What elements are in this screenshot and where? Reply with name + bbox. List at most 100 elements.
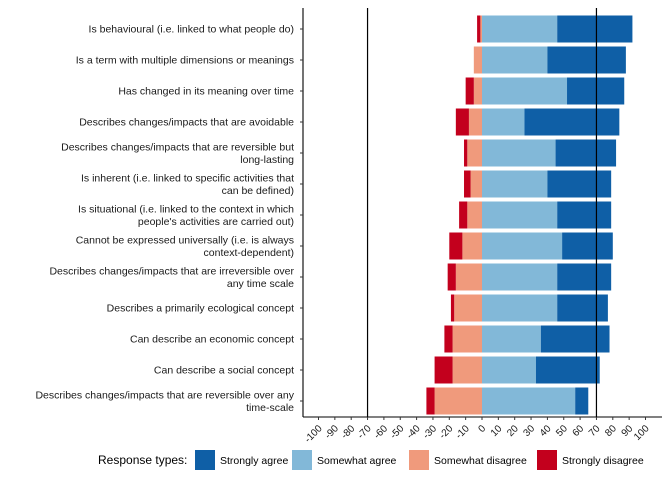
x-tick-label: -30 — [421, 423, 439, 441]
x-tick-label: 100 — [632, 423, 652, 443]
category-label: long-lasting — [240, 154, 294, 166]
x-tick-label: 60 — [571, 423, 587, 439]
category-label: people's activities are carried out) — [138, 216, 294, 228]
bar-strongly-disagree — [449, 232, 463, 260]
bar-somewhat-disagree — [473, 77, 482, 105]
x-tick-label: 70 — [587, 423, 603, 439]
bars-layer — [426, 15, 633, 415]
bar-strongly-disagree — [444, 325, 453, 353]
bar-strongly-agree — [555, 139, 617, 167]
bar-somewhat-disagree — [467, 201, 482, 229]
category-label: Can describe an economic concept — [130, 334, 294, 346]
bar-somewhat-agree — [482, 294, 558, 322]
bar-somewhat-agree — [482, 139, 556, 167]
bar-somewhat-agree — [482, 325, 541, 353]
bar-somewhat-disagree — [462, 232, 482, 260]
bar-somewhat-agree — [482, 387, 576, 415]
category-label: Describes a primarily ecological concept — [107, 303, 294, 315]
x-tick-label: -40 — [405, 423, 423, 441]
x-tick-label: 80 — [603, 423, 619, 439]
bar-somewhat-agree — [482, 356, 536, 384]
bar-somewhat-disagree — [470, 170, 482, 198]
bar-strongly-agree — [557, 263, 612, 291]
x-tick-label: 20 — [505, 423, 521, 439]
category-label: Is a term with multiple dimensions or me… — [76, 55, 294, 67]
x-tick-label: -100 — [303, 423, 325, 445]
bar-strongly-agree — [547, 170, 612, 198]
bar-strongly-disagree — [450, 294, 455, 322]
x-tick-label: -80 — [339, 423, 357, 441]
category-label: Has changed in its meaning over time — [118, 86, 294, 98]
x-tick-label: 10 — [489, 423, 505, 439]
legend-title: Response types: — [98, 453, 187, 467]
legend-swatch-strongly-disagree — [537, 450, 557, 470]
bar-strongly-agree — [540, 325, 610, 353]
bar-somewhat-disagree — [467, 139, 482, 167]
x-tick-label: -70 — [356, 423, 374, 441]
x-tick-label: -50 — [388, 423, 406, 441]
x-tick-label: -20 — [437, 423, 455, 441]
bar-strongly-disagree — [455, 108, 469, 136]
bar-strongly-disagree — [447, 263, 456, 291]
legend-swatch-strongly-agree — [195, 450, 215, 470]
x-tick-label: 40 — [538, 423, 554, 439]
x-tick-label: 50 — [554, 423, 570, 439]
category-label: Is behavioural (i.e. linked to what peop… — [89, 24, 294, 36]
bar-somewhat-disagree — [452, 325, 482, 353]
bar-strongly-disagree — [477, 15, 481, 43]
bar-somewhat-disagree — [454, 294, 482, 322]
category-label: Describes changes/impacts that are rever… — [61, 141, 294, 153]
category-label: can be defined) — [222, 185, 294, 197]
category-label: Describes changes/impacts that are avoid… — [79, 117, 294, 129]
bar-strongly-disagree — [465, 77, 474, 105]
category-label: Is situational (i.e. linked to the conte… — [78, 203, 294, 215]
bar-somewhat-disagree — [468, 108, 482, 136]
category-label: Cannot be expressed universally (i.e. is… — [76, 234, 294, 246]
bar-somewhat-agree — [482, 201, 558, 229]
bar-somewhat-agree — [482, 263, 558, 291]
legend: Response types: Strongly agree Somewhat a… — [98, 450, 644, 470]
bar-somewhat-agree — [482, 170, 548, 198]
bar-somewhat-agree — [482, 15, 558, 43]
bar-strongly-disagree — [464, 139, 468, 167]
category-label: any time scale — [227, 278, 294, 290]
bar-strongly-agree — [567, 77, 625, 105]
bar-somewhat-disagree — [455, 263, 482, 291]
bar-somewhat-disagree — [480, 15, 482, 43]
category-label: time-scale — [246, 402, 294, 414]
x-tick-label: 30 — [522, 423, 538, 439]
bar-somewhat-agree — [482, 77, 568, 105]
x-tick-labels: -100-90-80-70-60-50-40-30-20-10 0 10 20 30 40… — [303, 423, 652, 445]
bar-somewhat-agree — [482, 46, 548, 74]
x-tick-label: 0 — [476, 423, 488, 435]
bar-strongly-disagree — [426, 387, 435, 415]
category-label: Can describe a social concept — [154, 365, 294, 377]
category-labels: Is behavioural (i.e. linked to what peop… — [35, 24, 294, 414]
bar-strongly-disagree — [459, 201, 468, 229]
bar-somewhat-disagree — [434, 387, 482, 415]
category-label: Describes changes/impacts that are irrev… — [49, 265, 294, 277]
legend-label: Strongly agree — [220, 455, 288, 467]
x-tick-label: -60 — [372, 423, 390, 441]
category-label: Describes changes/impacts that are rever… — [35, 389, 294, 401]
bar-somewhat-disagree — [473, 46, 482, 74]
bar-somewhat-agree — [482, 108, 525, 136]
reference-lines — [366, 8, 598, 417]
bar-strongly-disagree — [464, 170, 471, 198]
x-tick-label: -10 — [454, 423, 472, 441]
bar-strongly-agree — [524, 108, 620, 136]
bar-strongly-agree — [557, 294, 608, 322]
category-label: Is inherent (i.e. linked to specific act… — [81, 172, 294, 184]
bar-strongly-disagree — [434, 356, 453, 384]
legend-label: Somewhat agree — [317, 455, 397, 467]
bar-strongly-agree — [547, 46, 626, 74]
bar-strongly-agree — [557, 201, 612, 229]
category-label: context-dependent) — [204, 247, 294, 259]
legend-swatch-somewhat-agree — [292, 450, 312, 470]
bar-somewhat-agree — [482, 232, 563, 260]
legend-swatch-somewhat-disagree — [409, 450, 429, 470]
bar-strongly-agree — [575, 387, 589, 415]
bar-strongly-agree — [562, 232, 613, 260]
bar-somewhat-disagree — [452, 356, 482, 384]
